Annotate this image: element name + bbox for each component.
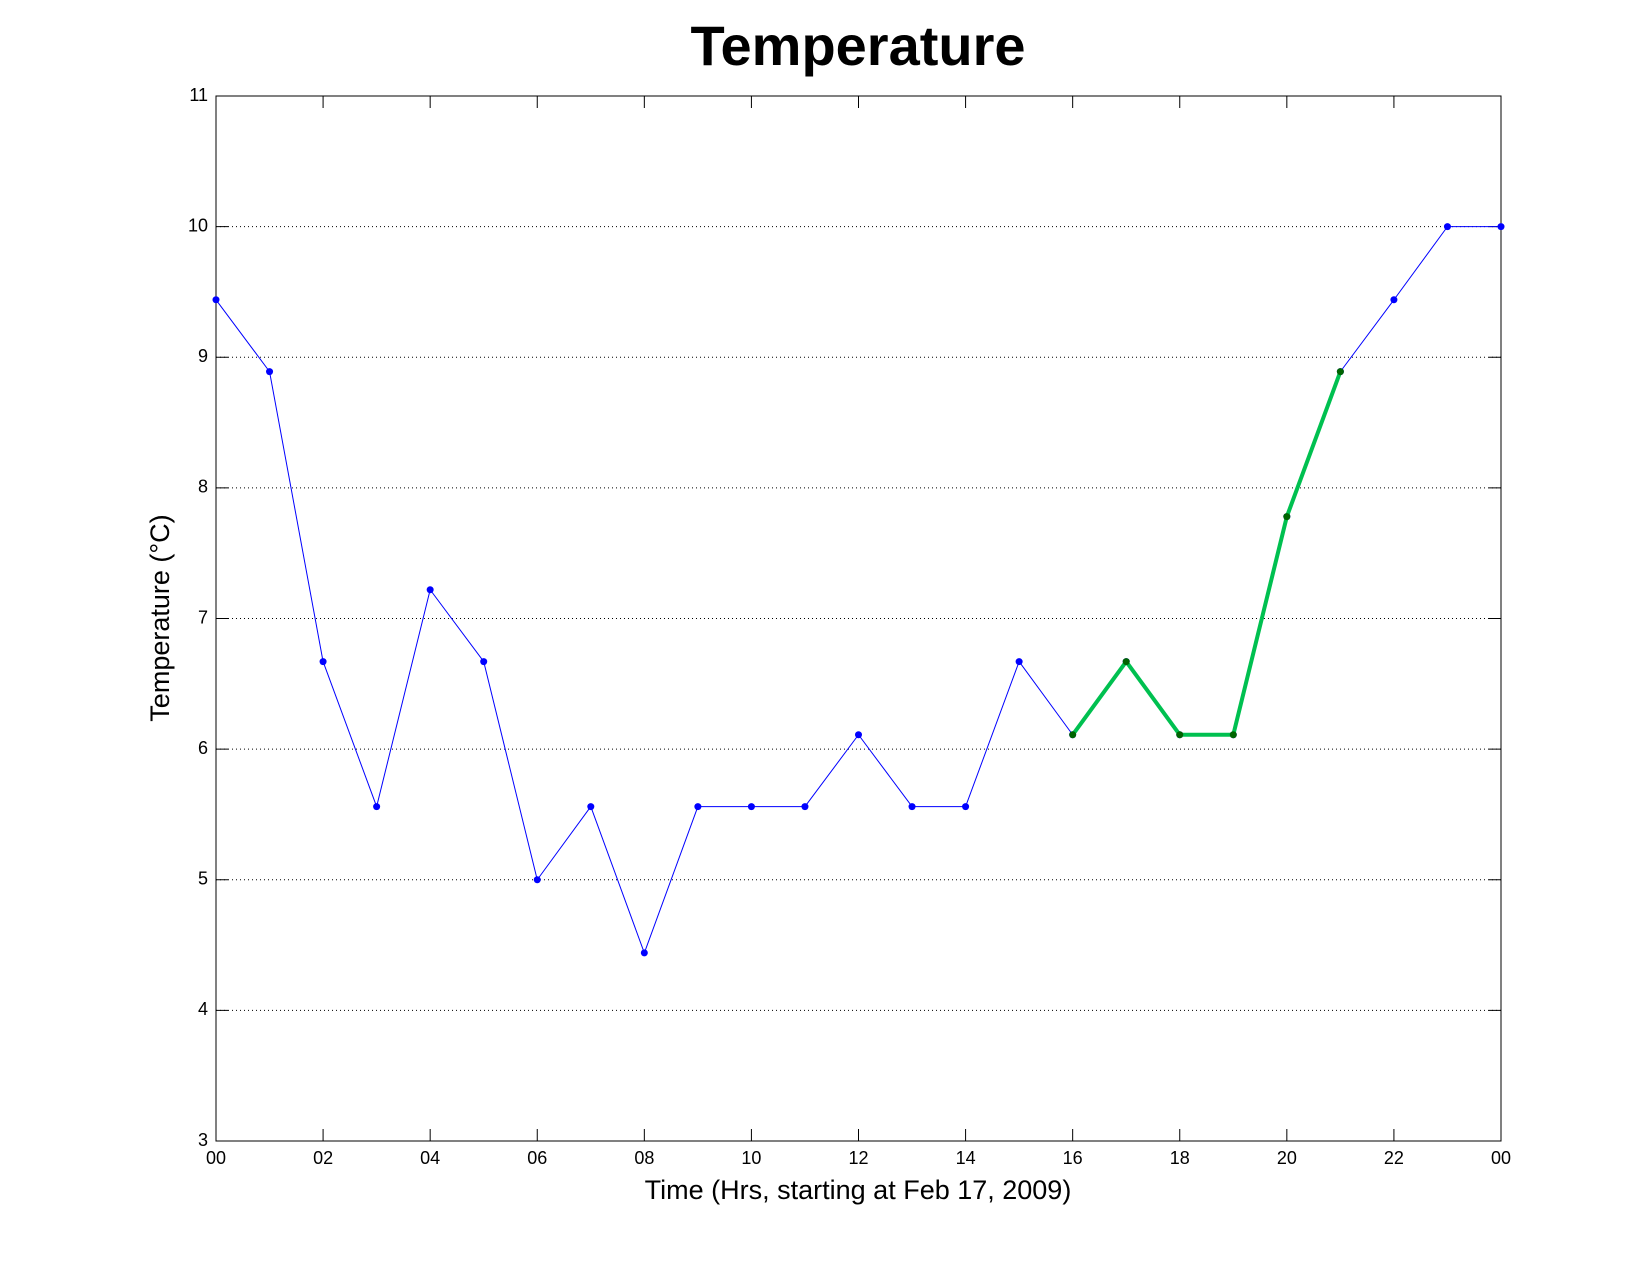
y-tick-label: 7 xyxy=(198,607,208,627)
y-tick-label: 10 xyxy=(188,215,208,235)
x-tick-label: 12 xyxy=(848,1148,868,1168)
data-point xyxy=(1283,513,1291,521)
y-tick-label: 9 xyxy=(198,346,208,366)
data-point xyxy=(694,803,702,811)
data-point xyxy=(1015,658,1023,666)
x-tick-label: 20 xyxy=(1277,1148,1297,1168)
data-point xyxy=(1069,731,1077,739)
y-tick-label: 4 xyxy=(198,999,208,1019)
data-point xyxy=(533,876,541,884)
data-point xyxy=(426,586,434,594)
chart-title: Temperature xyxy=(690,14,1025,77)
data-point xyxy=(1497,223,1505,231)
data-point xyxy=(962,803,970,811)
x-tick-label: 14 xyxy=(956,1148,976,1168)
x-tick-label: 02 xyxy=(313,1148,333,1168)
data-point xyxy=(1122,658,1130,666)
data-point xyxy=(587,803,595,811)
y-tick-label: 11 xyxy=(189,85,208,105)
y-tick-label: 3 xyxy=(198,1130,208,1150)
data-point xyxy=(908,803,916,811)
plot-frame xyxy=(215,95,1502,1142)
data-point xyxy=(319,658,327,666)
data-point xyxy=(855,731,862,739)
data-point xyxy=(212,296,220,304)
data-point xyxy=(1443,223,1451,231)
data-point xyxy=(747,803,755,811)
x-tick-label: 00 xyxy=(1491,1148,1511,1168)
data-point xyxy=(373,803,381,811)
data-point xyxy=(266,368,274,376)
data-point xyxy=(801,803,809,811)
x-axis-label: Time (Hrs, starting at Feb 17, 2009) xyxy=(645,1175,1072,1205)
data-point xyxy=(640,949,648,957)
data-point xyxy=(1176,731,1184,739)
x-tick-label: 00 xyxy=(206,1148,226,1168)
x-tick-label: 16 xyxy=(1063,1148,1083,1168)
x-tick-label: 10 xyxy=(741,1148,761,1168)
x-tick-label: 18 xyxy=(1170,1148,1190,1168)
y-tick-label: 8 xyxy=(198,477,208,497)
x-tick-label: 22 xyxy=(1384,1148,1404,1168)
x-tick-label: 04 xyxy=(420,1148,440,1168)
data-point xyxy=(1390,296,1398,304)
y-axis-label: Temperature (°C) xyxy=(145,514,175,721)
series-line xyxy=(1071,370,1343,737)
y-tick-label: 6 xyxy=(198,738,208,758)
data-point xyxy=(480,658,488,666)
x-tick-label: 06 xyxy=(527,1148,547,1168)
data-point xyxy=(1229,731,1237,739)
y-tick-label: 5 xyxy=(198,869,208,889)
data-point xyxy=(1336,368,1344,376)
x-tick-label: 08 xyxy=(634,1148,654,1168)
